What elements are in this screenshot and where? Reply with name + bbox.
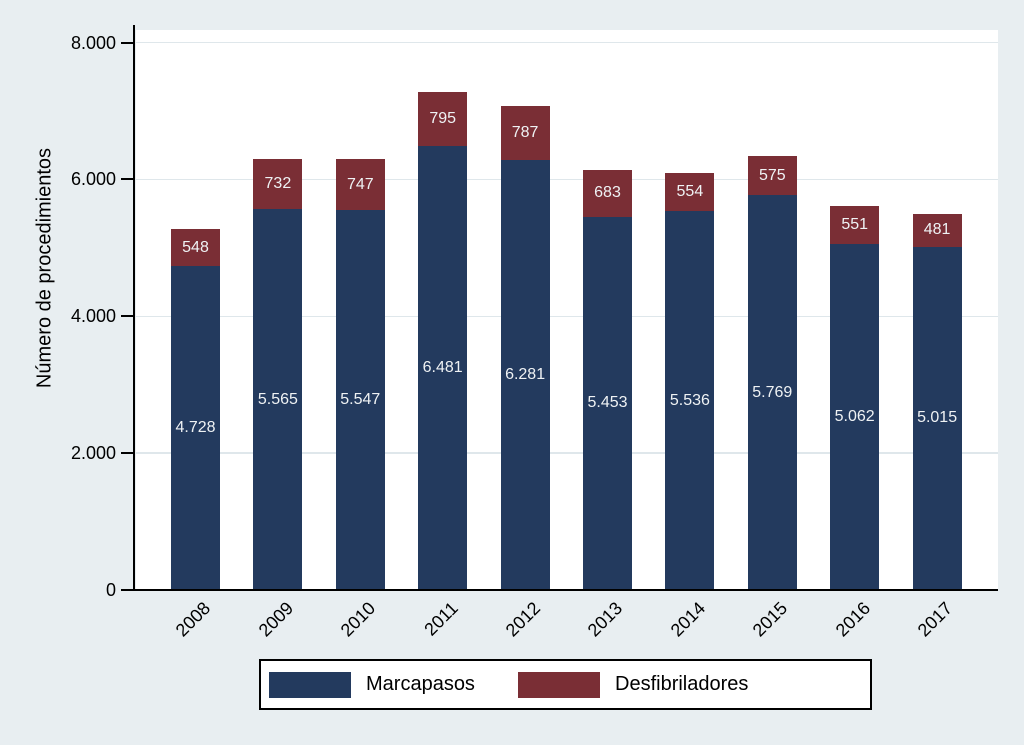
bar-value-label: 5.547 [340,391,381,409]
bar-value-label: 6.281 [505,366,546,384]
bar-segment-desfibriladores-2015 [747,155,797,196]
x-tick-label-2014: 2014 [666,598,710,641]
legend-swatch-desfibriladores [518,671,600,698]
y-tick-label: 0 [105,580,116,600]
y-tick-label: 2.000 [70,443,116,464]
y-tick-mark [121,41,134,44]
bar-value-label: 5.453 [587,394,628,412]
bar-value-label: 551 [841,215,869,233]
bar-segment-desfibriladores-2013 [583,170,632,217]
plot-area: 4.728 548 5.565 732 5.547 747 6.481 795 6.281 787… [136,30,998,590]
x-tick-label-2011: 2011 [420,598,462,640]
x-tick-label-2017: 2017 [913,598,957,641]
bar-value-label: 5.536 [669,391,710,409]
legend-entry-desfibriladores: Desfibriladores [518,661,748,708]
x-tick-label-2010: 2010 [336,598,380,641]
bar-value-label: 747 [346,175,374,193]
x-tick-label-2015: 2015 [748,598,792,641]
gridline-6000 [136,178,998,181]
y-tick-mark [121,315,134,318]
y-tick-label: 4.000 [70,306,116,327]
bar-value-label: 787 [511,124,539,142]
bar-segment-marcapasos-2011 [418,146,468,590]
bar-segment-marcapasos-2008 [171,266,220,590]
x-axis-line [133,589,998,591]
gridline-2000 [136,452,998,454]
legend-swatch-marcapasos [269,671,351,698]
bar-value-label: 6.481 [422,359,463,377]
x-tick-label-2008: 2008 [172,598,215,641]
bar-segment-marcapasos-2009 [253,209,303,590]
bar-value-label: 5.565 [257,390,298,408]
x-tick-label-2016: 2016 [831,598,874,641]
bar-segment-desfibriladores-2008 [171,228,220,267]
y-tick-label: 6.000 [70,169,116,190]
bar-value-label: 575 [758,166,786,184]
gridline-4000 [136,315,998,317]
bar-value-label: 5.015 [917,409,958,427]
bar-segment-marcapasos-2014 [665,211,715,590]
bar-value-label: 683 [594,184,621,202]
x-tick-label-2012: 2012 [501,598,545,641]
bar-value-label: 5.769 [752,383,793,401]
bar-segment-desfibriladores-2014 [665,173,715,212]
legend-label: Desfibriladores [615,673,749,695]
bar-segment-marcapasos-2013 [583,216,632,590]
legend-entry-marcapasos: Marcapasos [269,661,475,708]
bar-value-label: 548 [182,238,209,256]
y-axis-line [133,25,135,591]
bar-segment-desfibriladores-2011 [418,92,468,147]
bar-segment-desfibriladores-2010 [335,159,385,211]
legend: Marcapasos Desfibriladores [259,659,872,710]
gridline-8000 [136,41,998,44]
x-tick-label-2013: 2013 [584,598,627,641]
bar-segment-marcapasos-2016 [830,243,880,590]
y-tick-mark [121,178,134,181]
legend-label: Marcapasos [366,673,475,695]
bar-segment-desfibriladores-2017 [912,213,962,247]
bar-value-label: 5.062 [834,407,875,425]
bar-segment-marcapasos-2012 [500,160,550,590]
bar-value-label: 4.728 [175,419,216,437]
bar-value-label: 554 [676,183,704,201]
bar-segment-desfibriladores-2009 [253,159,303,210]
x-tick-label-2009: 2009 [254,598,298,641]
bar-segment-desfibriladores-2012 [500,106,550,161]
bar-value-label: 795 [429,110,457,128]
bar-segment-marcapasos-2015 [747,195,797,590]
y-tick-mark [121,589,134,591]
y-tick-label: 8.000 [70,32,116,53]
bar-segment-desfibriladores-2016 [830,205,880,244]
bar-segment-marcapasos-2010 [335,210,385,590]
y-tick-mark [121,452,134,455]
bar-segment-marcapasos-2017 [912,246,962,590]
bar-value-label: 481 [923,221,951,239]
bar-value-label: 732 [264,175,292,193]
